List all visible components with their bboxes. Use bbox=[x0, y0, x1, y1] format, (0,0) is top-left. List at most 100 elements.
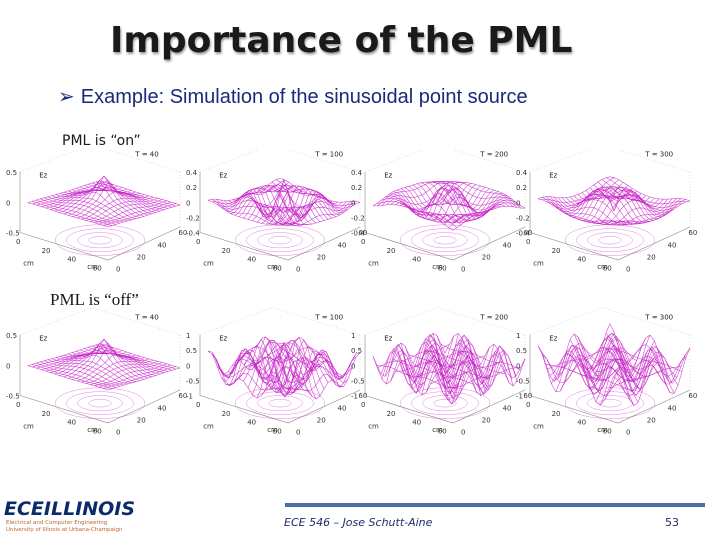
z-tick-label: 0 bbox=[186, 199, 190, 207]
z-tick-label: 0 bbox=[516, 199, 520, 207]
z-tick-label: -1 bbox=[351, 393, 358, 401]
x-unit-label: cm bbox=[203, 423, 214, 431]
z-axis-label: Ez bbox=[549, 335, 557, 343]
x-tick-label: 20 bbox=[222, 410, 231, 418]
z-tick-label: 0.4 bbox=[186, 169, 198, 177]
z-axis-label: Ez bbox=[39, 172, 47, 180]
y-tick-label: 40 bbox=[503, 404, 512, 412]
time-label: T = 40 bbox=[134, 151, 159, 159]
z-tick-label: -0.4 bbox=[516, 230, 530, 238]
logo-subtitle-1: Electrical and Computer Engineering bbox=[6, 520, 108, 526]
z-tick-label: 1 bbox=[351, 332, 355, 340]
y-unit-label: cm bbox=[87, 263, 98, 271]
x-tick-label: 0 bbox=[361, 401, 365, 409]
y-tick-label: 20 bbox=[137, 416, 146, 424]
x-tick-label: 20 bbox=[42, 410, 51, 418]
y-tick-label: 20 bbox=[317, 416, 326, 424]
z-axis-label: Ez bbox=[219, 172, 227, 180]
x-tick-label: 0 bbox=[526, 401, 530, 409]
y-tick-label: 40 bbox=[158, 241, 167, 249]
y-unit-label: cm bbox=[432, 426, 443, 434]
x-tick-label: 20 bbox=[552, 410, 561, 418]
surface-plot-on-4: T = 300Ez0.40.20-0.2-0.400202040406060cm… bbox=[516, 150, 697, 274]
z-tick-label: 0.4 bbox=[516, 169, 528, 177]
z-tick-label: -0.4 bbox=[351, 230, 365, 238]
z-tick-label: -0.5 bbox=[6, 393, 20, 401]
y-tick-label: 20 bbox=[482, 253, 491, 261]
time-label: T = 200 bbox=[479, 151, 508, 159]
y-tick-label: 0 bbox=[626, 266, 630, 274]
z-tick-label: 0.2 bbox=[516, 184, 527, 192]
x-tick-label: 60 bbox=[93, 264, 102, 272]
z-axis-label: Ez bbox=[39, 335, 47, 343]
y-tick-label: 60 bbox=[178, 392, 187, 400]
x-tick-label: 60 bbox=[273, 264, 282, 272]
arrow-bullet-icon: ➢ bbox=[58, 86, 75, 108]
bullet-prefix: Example bbox=[80, 86, 159, 108]
y-unit-label: cm bbox=[267, 426, 278, 434]
x-tick-label: 0 bbox=[361, 238, 365, 246]
z-tick-label: 0 bbox=[351, 199, 355, 207]
x-tick-label: 0 bbox=[16, 401, 20, 409]
z-tick-label: -0.4 bbox=[186, 230, 200, 238]
z-tick-label: 0.4 bbox=[351, 169, 363, 177]
z-tick-label: 1 bbox=[186, 332, 190, 340]
y-tick-label: 40 bbox=[338, 404, 347, 412]
x-unit-label: cm bbox=[533, 260, 544, 268]
z-tick-label: -1 bbox=[186, 393, 193, 401]
x-tick-label: 40 bbox=[67, 256, 76, 264]
y-unit-label: cm bbox=[597, 263, 608, 271]
x-tick-label: 20 bbox=[387, 410, 396, 418]
z-tick-label: 0 bbox=[186, 362, 190, 370]
z-tick-label: 1 bbox=[516, 332, 520, 340]
y-tick-label: 60 bbox=[523, 229, 532, 237]
y-tick-label: 0 bbox=[296, 429, 300, 437]
bullet-text: : Simulation of the sinusoidal point sou… bbox=[158, 86, 528, 108]
z-tick-label: 0.5 bbox=[516, 347, 527, 355]
y-tick-label: 60 bbox=[178, 229, 187, 237]
y-tick-label: 20 bbox=[647, 253, 656, 261]
y-unit-label: cm bbox=[432, 263, 443, 271]
y-tick-label: 20 bbox=[137, 253, 146, 261]
x-tick-label: 60 bbox=[438, 264, 447, 272]
x-unit-label: cm bbox=[368, 260, 379, 268]
y-tick-label: 0 bbox=[116, 429, 120, 437]
slide-title: Importance of the PML bbox=[110, 20, 573, 61]
x-tick-label: 60 bbox=[93, 427, 102, 435]
y-tick-label: 40 bbox=[338, 241, 347, 249]
z-tick-label: 0.5 bbox=[351, 347, 362, 355]
x-tick-label: 40 bbox=[412, 256, 421, 264]
y-tick-label: 40 bbox=[503, 241, 512, 249]
z-tick-label: -1 bbox=[516, 393, 523, 401]
time-label: T = 300 bbox=[644, 314, 673, 322]
x-tick-label: 40 bbox=[247, 419, 256, 427]
y-tick-label: 60 bbox=[358, 392, 367, 400]
x-tick-label: 40 bbox=[412, 419, 421, 427]
x-unit-label: cm bbox=[23, 260, 34, 268]
z-tick-label: -0.2 bbox=[186, 214, 200, 222]
example-bullet: ➢ Example: Simulation of the sinusoidal p… bbox=[58, 84, 528, 109]
surface-plot-on-3: T = 200Ez0.40.20-0.2-0.400202040406060cm… bbox=[351, 150, 532, 274]
z-tick-label: 0 bbox=[351, 362, 355, 370]
x-tick-label: 0 bbox=[196, 401, 200, 409]
pml-on-label: PML is “on” bbox=[62, 133, 141, 149]
x-tick-label: 20 bbox=[552, 247, 561, 255]
x-tick-label: 40 bbox=[247, 256, 256, 264]
time-label: T = 40 bbox=[134, 314, 159, 322]
z-tick-label: 0.2 bbox=[351, 184, 362, 192]
z-tick-label: 0 bbox=[516, 362, 520, 370]
z-tick-label: -0.5 bbox=[516, 377, 530, 385]
z-axis-label: Ez bbox=[219, 335, 227, 343]
z-tick-label: -0.2 bbox=[351, 214, 365, 222]
pml-off-label: PML is “off” bbox=[50, 290, 139, 309]
x-tick-label: 20 bbox=[42, 247, 51, 255]
x-tick-label: 0 bbox=[526, 238, 530, 246]
y-tick-label: 0 bbox=[461, 266, 465, 274]
y-tick-label: 60 bbox=[688, 229, 697, 237]
surface-plot-on-2: T = 100Ez0.40.20-0.2-0.400202040406060cm… bbox=[186, 150, 367, 274]
y-tick-label: 20 bbox=[647, 416, 656, 424]
z-axis-label: Ez bbox=[549, 172, 557, 180]
